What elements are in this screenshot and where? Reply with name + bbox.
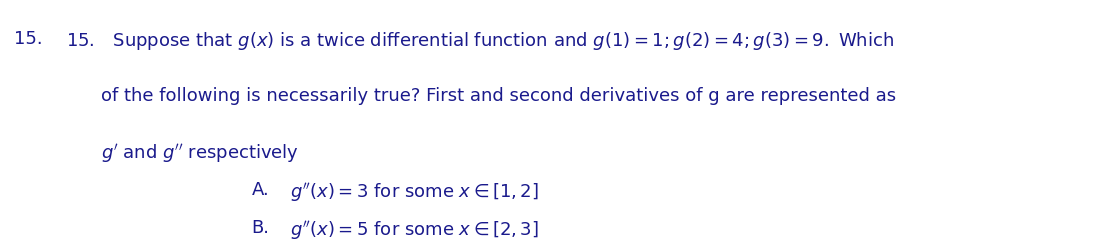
Text: $g''(x) = 5$ for some $x \in [2, 3]$: $g''(x) = 5$ for some $x \in [2, 3]$ xyxy=(290,219,538,242)
Text: B.: B. xyxy=(252,219,269,237)
Text: 15.: 15. xyxy=(14,30,43,48)
Text: $g''(x) = 3$ for some $x \in [1, 2]$: $g''(x) = 3$ for some $x \in [1, 2]$ xyxy=(290,181,538,204)
Text: A.: A. xyxy=(252,181,269,199)
Text: $g'$ and $g''$ respectively: $g'$ and $g''$ respectively xyxy=(101,142,299,165)
Text: 15. Suppose that $g(x)$ is a twice differential function and $g(1) = 1; g(2) = 4: 15. Suppose that $g(x)$ is a twice diffe… xyxy=(66,30,894,52)
Text: of the following is necessarily true? First and second derivatives of g are repr: of the following is necessarily true? Fi… xyxy=(101,87,896,105)
